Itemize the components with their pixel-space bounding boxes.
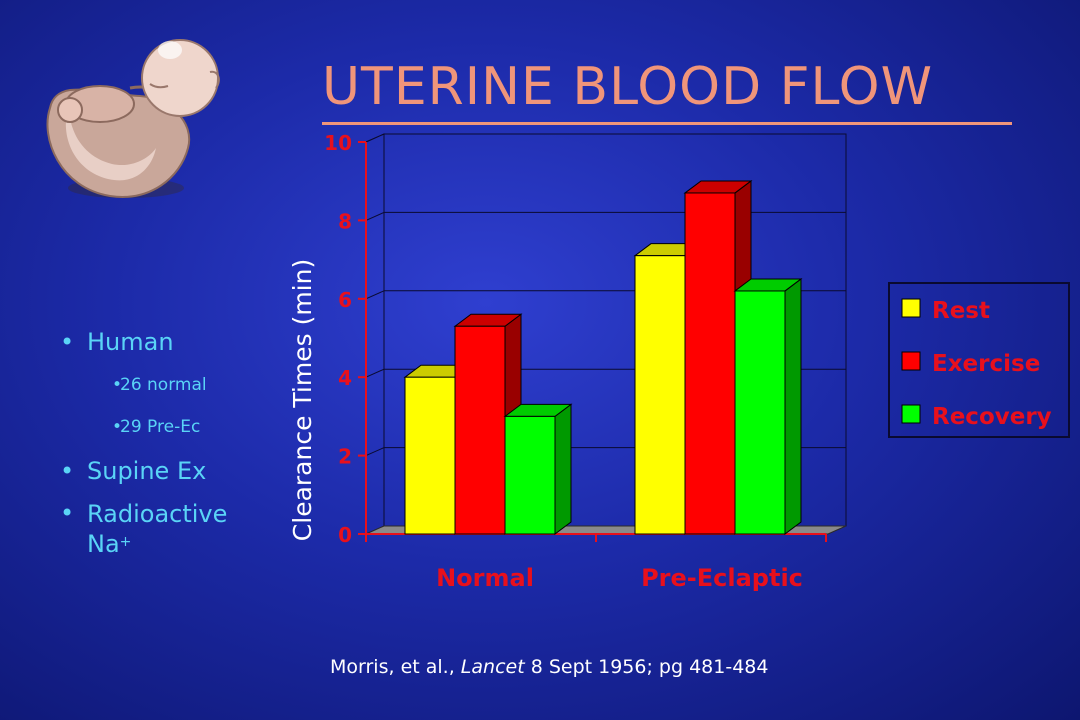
bullet-radioactive: • Radioactive Na+ xyxy=(60,499,228,558)
citation-details: 8 Sept 1956; pg 481-484 xyxy=(530,656,769,678)
bar-side xyxy=(554,403,572,535)
bar-side xyxy=(784,277,802,535)
bar-recovery-pre-eclaptic xyxy=(733,277,803,535)
bullet-human-text: Human xyxy=(87,328,174,356)
bullet-supine-text: Supine Ex xyxy=(87,457,207,485)
bullet-radioactive-line2: Na xyxy=(87,530,120,558)
sub-bullet-normal: • 26 normal xyxy=(112,374,280,396)
bullet-list: • Human • 26 normal • 29 Pre-Ec • Supine Ex … xyxy=(60,328,280,559)
y-tick-label: 0 xyxy=(338,523,352,547)
bullet-radioactive-sup: + xyxy=(119,534,132,550)
legend-swatch-exercise xyxy=(901,351,921,371)
sub-bullet-pre-ec-text: 29 Pre-Ec xyxy=(120,417,201,437)
bar-front xyxy=(734,290,786,535)
legend-swatch-recovery xyxy=(901,404,921,424)
gridline-side xyxy=(365,447,385,457)
y-tick-label: 10 xyxy=(324,131,352,155)
side-wall xyxy=(365,133,385,535)
bullet-supine: • Supine Ex xyxy=(60,457,280,485)
bar-front xyxy=(684,192,736,535)
y-tick-label: 8 xyxy=(338,209,352,233)
gridline-side xyxy=(365,211,385,221)
y-tick-label: 2 xyxy=(338,445,352,469)
legend-label-exercise: Exercise xyxy=(932,351,1040,377)
gridline-side xyxy=(365,290,385,300)
legend-swatch-rest xyxy=(901,298,921,318)
gridline-side xyxy=(365,368,385,378)
bar-recovery-normal xyxy=(503,403,573,535)
bar-front xyxy=(404,376,456,535)
bullet-human: • Human xyxy=(60,328,280,356)
sub-bullet-normal-text: 26 normal xyxy=(120,375,207,395)
bar-front xyxy=(504,415,556,535)
legend-label-recovery: Recovery xyxy=(932,404,1052,430)
x-category-label: Pre-Eclaptic xyxy=(641,564,803,592)
y-axis-title: Clearance Times (min) xyxy=(288,259,317,541)
legend-box xyxy=(888,282,1070,438)
legend-label-rest: Rest xyxy=(932,298,990,324)
bar-front xyxy=(454,325,506,535)
bullet-radioactive-line1: Radioactive xyxy=(87,500,228,528)
y-tick-label: 4 xyxy=(338,366,352,390)
citation: Morris, et al., Lancet 8 Sept 1956; pg 4… xyxy=(330,656,950,678)
sub-bullet-pre-ec: • 29 Pre-Ec xyxy=(112,416,280,438)
slide-title: UTERINE BLOOD FLOW xyxy=(322,52,1012,125)
bar-front xyxy=(634,255,686,535)
x-category-label: Normal xyxy=(436,564,534,592)
bar-chart: 0 2 4 6 8 10 Normal Pre-Eclaptic Clearance Times… xyxy=(288,131,1070,592)
citation-journal: Lancet xyxy=(460,656,525,678)
citation-authors: Morris, et al., xyxy=(330,656,455,678)
gridline-side xyxy=(365,133,385,143)
y-tick-label: 6 xyxy=(338,288,352,312)
baby-illustration xyxy=(46,39,220,198)
